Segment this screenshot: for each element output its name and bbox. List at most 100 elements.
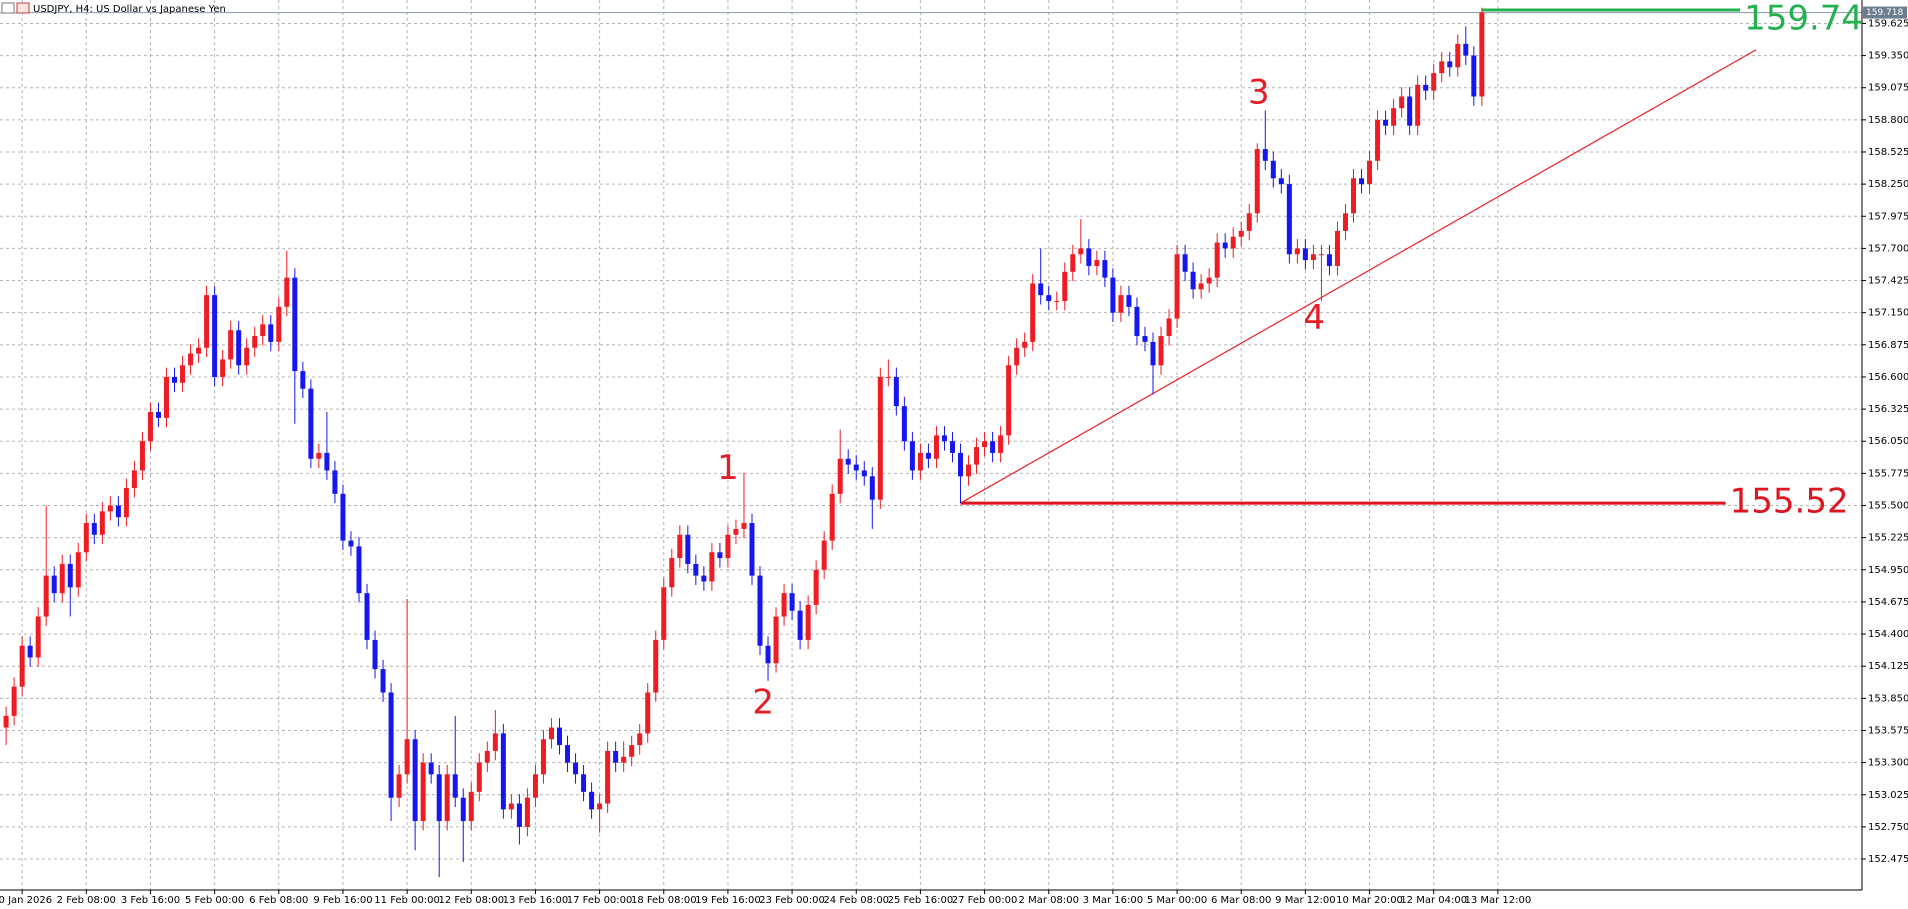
y-tick-label: 154.400 xyxy=(1868,629,1908,640)
axes: 159.625 159.350 159.075 158.800 158.525 158.2… xyxy=(0,6,1908,906)
candle-body xyxy=(404,739,410,775)
candle-body xyxy=(949,441,955,453)
y-tick-label: 155.225 xyxy=(1868,533,1908,544)
candle-body xyxy=(966,464,972,477)
candle-body xyxy=(548,727,554,740)
candle-body xyxy=(1206,277,1212,284)
y-tick-label: 153.575 xyxy=(1868,725,1908,736)
candle-body xyxy=(1126,295,1132,307)
candle-body xyxy=(1262,149,1268,161)
objects: 155.52 159.74 1 2 3 4 xyxy=(0,0,1863,723)
candle-body xyxy=(91,523,97,535)
candle-body xyxy=(877,376,883,500)
candle-body xyxy=(1006,365,1012,436)
candle-body xyxy=(998,435,1004,453)
candle-body xyxy=(813,569,819,605)
candle-body xyxy=(228,330,234,360)
x-tick-label: 3 Feb 16:00 xyxy=(121,895,180,906)
candle-body xyxy=(629,745,635,757)
candle-body xyxy=(1439,61,1445,74)
candle-body xyxy=(1182,254,1188,272)
candle-body xyxy=(677,534,683,559)
wave-label: 2 xyxy=(752,683,774,723)
candle-body xyxy=(1415,84,1421,126)
candle-body xyxy=(252,336,258,348)
candle-body xyxy=(781,593,787,617)
x-tick-label: 6 Feb 08:00 xyxy=(249,895,308,906)
candle-body xyxy=(268,324,274,342)
candle-body xyxy=(83,523,89,553)
last-price-label: 159.718 xyxy=(1866,8,1903,18)
candle-body xyxy=(364,593,370,640)
candle-body xyxy=(565,745,571,763)
candle-body xyxy=(516,803,522,827)
wave-label: 4 xyxy=(1303,298,1325,338)
x-tick-label: 13 Feb 16:00 xyxy=(503,895,569,906)
x-tick-label: 5 Feb 00:00 xyxy=(185,895,244,906)
y-tick-label: 156.875 xyxy=(1868,340,1908,351)
candle-body xyxy=(933,435,939,459)
candle-body xyxy=(436,774,442,822)
candle-body xyxy=(1318,254,1324,256)
candle-body xyxy=(1431,73,1437,91)
candle-body xyxy=(500,733,506,810)
candle-body xyxy=(901,406,907,442)
candle-body xyxy=(789,593,795,611)
candle-body xyxy=(1254,149,1260,214)
candle-body xyxy=(757,575,763,646)
y-tick-label: 159.350 xyxy=(1868,51,1908,62)
candle-body xyxy=(605,750,611,804)
candle-body xyxy=(324,452,330,471)
candle-body xyxy=(1359,178,1365,185)
candle-body xyxy=(212,295,218,377)
candle-body xyxy=(19,645,25,687)
candle-body xyxy=(1351,178,1357,214)
y-tick-label: 157.150 xyxy=(1868,308,1908,319)
candle-body xyxy=(1479,12,1485,97)
x-tick-label: 3 Mar 16:00 xyxy=(1083,895,1143,906)
candle-body xyxy=(492,733,498,751)
candle-body xyxy=(1222,242,1228,249)
candle-body xyxy=(845,458,851,465)
level-label: 159.74 xyxy=(1744,0,1863,39)
candle-body xyxy=(661,587,667,640)
candle-body xyxy=(1463,43,1469,56)
chart-icon[interactable] xyxy=(16,2,30,14)
candle-body xyxy=(837,458,843,494)
trendline xyxy=(960,49,1757,504)
y-tick-label: 153.025 xyxy=(1868,790,1908,801)
y-tick-label: 157.700 xyxy=(1868,243,1908,254)
candle-body xyxy=(123,487,129,518)
candle-body xyxy=(749,523,755,576)
x-tick-label: 11 Feb 00:00 xyxy=(374,895,440,906)
candle-body xyxy=(300,371,306,389)
candle-body xyxy=(164,376,170,418)
y-tick-label: 155.500 xyxy=(1868,501,1908,512)
candle-body xyxy=(693,563,699,576)
candle-body xyxy=(99,511,105,535)
y-tick-label: 152.475 xyxy=(1868,854,1908,865)
x-tick-label: 9 Feb 16:00 xyxy=(313,895,372,906)
y-tick-label: 156.325 xyxy=(1868,404,1908,415)
candle-body xyxy=(1367,160,1373,185)
candle-body xyxy=(1447,61,1453,68)
candle-body xyxy=(1166,318,1172,337)
candle-body xyxy=(484,750,490,763)
candle-body xyxy=(613,750,619,763)
candle-body xyxy=(958,452,964,477)
y-tick-label: 156.050 xyxy=(1868,436,1908,447)
candle-body xyxy=(1102,260,1108,278)
x-tick-label: 19 Feb 16:00 xyxy=(695,895,761,906)
candle-body xyxy=(75,552,81,588)
candle-body xyxy=(1278,178,1284,185)
candle-body xyxy=(1046,295,1052,301)
y-tick-label: 157.425 xyxy=(1868,276,1908,287)
x-tick-label: 9 Mar 12:00 xyxy=(1275,895,1335,906)
candle-body xyxy=(1062,271,1068,301)
candle-body xyxy=(685,534,691,564)
candle-body xyxy=(1030,283,1036,342)
candle-body xyxy=(982,441,988,448)
menu-icon[interactable] xyxy=(1,2,15,14)
candle-body xyxy=(332,470,338,494)
